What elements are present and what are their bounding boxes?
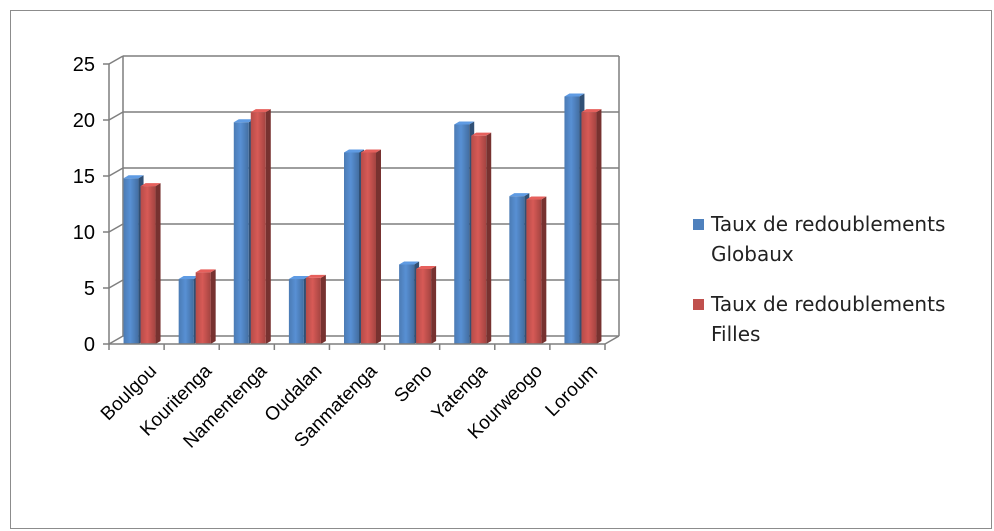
bar-top bbox=[233, 119, 254, 123]
gridline-depth bbox=[108, 55, 124, 65]
bar-front bbox=[454, 124, 470, 344]
y-tick-label: 10 bbox=[73, 222, 95, 244]
legend-item: Taux de redoublements Globaux bbox=[693, 209, 993, 269]
bar-front bbox=[178, 279, 194, 344]
bar bbox=[526, 196, 547, 344]
bar-top bbox=[250, 109, 271, 113]
y-tick-label: 25 bbox=[73, 54, 95, 76]
x-tick-label: Loroum bbox=[542, 361, 602, 421]
bar-top bbox=[305, 274, 326, 278]
legend-swatch bbox=[693, 299, 704, 310]
bar-top bbox=[509, 193, 530, 197]
y-tick-label: 0 bbox=[84, 334, 95, 356]
bar-front bbox=[581, 112, 597, 344]
bar-front bbox=[416, 268, 432, 344]
bar-side bbox=[486, 132, 492, 344]
bar bbox=[416, 265, 437, 344]
bar-top bbox=[564, 93, 585, 97]
bar bbox=[581, 109, 602, 344]
bar-front bbox=[526, 199, 542, 344]
bar-side bbox=[376, 149, 381, 344]
legend-label: Taux de redoublements Filles bbox=[711, 292, 946, 346]
bar-top bbox=[361, 149, 381, 153]
gridline-depth bbox=[108, 111, 124, 121]
bar-top bbox=[178, 276, 199, 280]
bar-front bbox=[233, 122, 249, 345]
bar-front bbox=[399, 264, 415, 344]
y-axis: 0 5 10 15 20 25 bbox=[73, 54, 110, 356]
bar-top bbox=[140, 183, 161, 187]
legend-item: Taux de redoublements Filles bbox=[693, 289, 993, 349]
bar-top bbox=[454, 121, 475, 125]
bar-top bbox=[581, 109, 602, 113]
bar-front bbox=[305, 277, 321, 344]
bar-top bbox=[123, 175, 144, 179]
bar-front bbox=[195, 272, 211, 344]
bar-side bbox=[320, 274, 326, 344]
bar-front bbox=[344, 152, 359, 344]
bar bbox=[305, 274, 326, 344]
gridline-depth bbox=[108, 279, 124, 289]
bar-front bbox=[564, 96, 580, 344]
floor-right-edge bbox=[604, 335, 620, 345]
y-tick-label: 15 bbox=[73, 166, 95, 188]
bar bbox=[250, 109, 271, 344]
bar-side bbox=[265, 109, 271, 344]
legend-swatch bbox=[693, 219, 704, 230]
x-tick-label: Seno bbox=[390, 361, 436, 407]
gridline-depth bbox=[108, 223, 124, 233]
x-axis: BoulgouKouritengaNamentengaOudalanSanmat… bbox=[97, 335, 620, 452]
bar-side bbox=[541, 196, 547, 344]
bar-front bbox=[288, 279, 304, 344]
y-tick-label: 20 bbox=[73, 110, 95, 132]
bar-front bbox=[140, 186, 156, 344]
legend-label: Taux de redoublements Globaux bbox=[711, 212, 946, 266]
bar-chart: 0 5 10 15 20 25 BoulgouKouritengaNamentengaOu… bbox=[73, 54, 620, 452]
y-tick-label: 5 bbox=[84, 278, 95, 300]
gridline-depth bbox=[108, 335, 124, 345]
bar-front bbox=[509, 196, 525, 344]
bar-top bbox=[471, 132, 492, 136]
bar-front bbox=[471, 135, 487, 344]
bar bbox=[140, 183, 161, 344]
bars bbox=[123, 93, 602, 345]
bar-side bbox=[596, 109, 602, 344]
bar-top bbox=[416, 265, 437, 269]
bar bbox=[471, 132, 492, 344]
bar-front bbox=[361, 152, 376, 344]
bar bbox=[361, 149, 381, 344]
bar-side bbox=[431, 265, 437, 344]
bar-top bbox=[288, 276, 309, 280]
bar-front bbox=[250, 112, 266, 344]
bar-side bbox=[210, 269, 216, 344]
gridline-depth bbox=[108, 167, 124, 177]
bar-side bbox=[155, 183, 161, 344]
bar-front bbox=[123, 178, 139, 344]
bar-top bbox=[195, 269, 216, 273]
bar bbox=[195, 269, 216, 344]
bar-top bbox=[344, 149, 364, 153]
chart-frame: 0 5 10 15 20 25 Boulgou Kouritenga Namentenga Ou… bbox=[10, 10, 992, 529]
bar-top bbox=[526, 196, 547, 200]
legend: Taux de redoublements Globaux Taux de red… bbox=[693, 209, 993, 369]
bar-top bbox=[399, 261, 420, 265]
